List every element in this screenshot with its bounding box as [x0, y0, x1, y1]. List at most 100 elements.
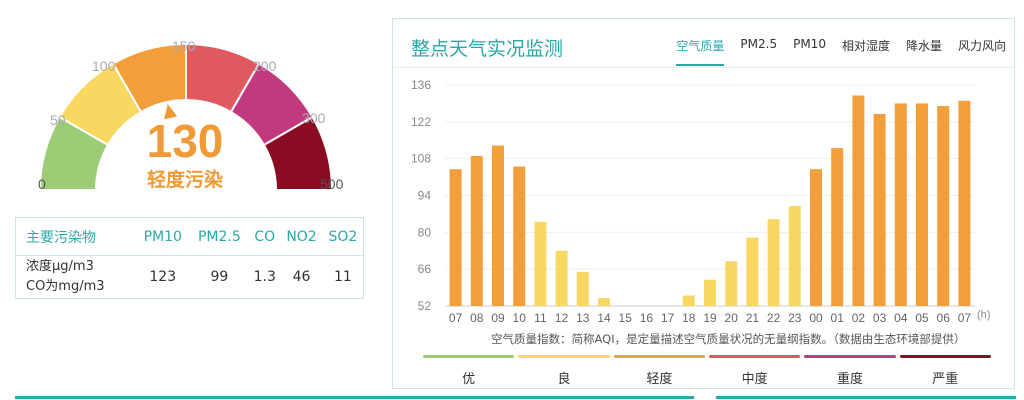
- hourly-monitor-panel: 整点天气实况监测 空气质量 PM2.5 PM10 相对湿度 降水量 风力风向 5…: [392, 18, 1015, 389]
- legend-bar-excellent: [423, 355, 515, 358]
- bar-23[interactable]: [937, 106, 950, 306]
- bar-6[interactable]: [576, 271, 589, 306]
- legend-bar-good: [518, 355, 610, 358]
- aqi-value: 130: [146, 115, 224, 167]
- tab-pm10[interactable]: PM10: [793, 37, 826, 51]
- legend-bar-moderate: [708, 355, 801, 358]
- metric-tabs: 空气质量 PM2.5 PM10 相对湿度 降水量 风力风向: [660, 37, 1006, 66]
- bar-17[interactable]: [810, 169, 822, 306]
- bar-12[interactable]: [704, 279, 716, 306]
- gauge-segment-severe: [262, 115, 334, 191]
- aqi-level: 轻度污染: [146, 169, 223, 191]
- legend-label-severe: 严重: [932, 372, 959, 387]
- pollutant-header-pm10: PM10: [136, 218, 190, 256]
- x-tick-label: 14: [597, 311, 611, 325]
- bar-18[interactable]: [831, 148, 844, 306]
- x-tick-label: 02: [852, 311, 866, 325]
- x-tick-label: 10: [513, 311, 527, 325]
- legend-label-moderate: 中度: [741, 372, 768, 387]
- so2-value: 11: [333, 269, 352, 285]
- x-tick-label: 12: [555, 311, 569, 325]
- legend-label-excellent: 优: [462, 372, 476, 387]
- bar-4[interactable]: [534, 221, 547, 306]
- y-tick-label: 136: [411, 78, 431, 92]
- bar-3[interactable]: [513, 166, 526, 306]
- legend-item-moderate: 中度: [708, 355, 801, 387]
- x-tick-label: 03: [873, 311, 887, 325]
- tab-wind[interactable]: 风力风向: [957, 39, 1006, 53]
- x-tick-label: 06: [937, 311, 951, 325]
- pm25-value: 99: [210, 269, 229, 285]
- pollutant-header-so2: SO2: [322, 218, 363, 256]
- x-tick-label: 21: [746, 311, 760, 325]
- gauge-tick-300: 300: [302, 110, 326, 126]
- bar-24[interactable]: [958, 100, 971, 307]
- bar-2[interactable]: [492, 145, 504, 306]
- bar-1[interactable]: [470, 156, 483, 306]
- bar-16[interactable]: [788, 206, 801, 306]
- legend-bar-light: [613, 355, 705, 358]
- y-tick-label: 66: [418, 262, 432, 276]
- legend-bar-heavy: [804, 355, 896, 358]
- y-tick-label: 108: [411, 152, 431, 166]
- gauge-arc-chart: [38, 42, 334, 191]
- pollutant-header-row: 主要污染物 PM10 PM2.5 CO NO2 SO2: [16, 218, 363, 256]
- gauge-pointer: [164, 103, 178, 120]
- bar-0[interactable]: [449, 169, 462, 306]
- gauge-tick-50: 50: [50, 112, 66, 128]
- legend-item-heavy: 重度: [804, 355, 896, 387]
- gauge-tick-0: 0: [38, 176, 46, 192]
- x-tick-label: 11: [534, 311, 547, 325]
- pollutant-header-pm25: PM2.5: [189, 218, 250, 256]
- x-tick-label: 13: [576, 311, 590, 325]
- y-tick-label: 94: [418, 189, 432, 203]
- x-tick-label: 23: [788, 311, 802, 325]
- no2-value: 46: [292, 269, 311, 285]
- aqi-bar-chart: 52 66 80 94 108 122 136 07 08 09 10 11 12 13 14 15 16 17 1…: [411, 78, 990, 325]
- aqi-legend: 优 良 轻度 中度 重度 严重: [421, 355, 993, 387]
- x-tick-label: 08: [470, 311, 484, 325]
- unit-line-2: CO为mg/m3: [26, 279, 105, 294]
- x-tick-label: 00: [809, 311, 823, 325]
- pollutant-header-main: 主要污染物: [16, 218, 136, 256]
- x-tick-label: 20: [725, 311, 739, 325]
- x-tick-label: 07: [958, 311, 972, 325]
- bottom-accent-line-right: [716, 396, 1016, 399]
- bar-15[interactable]: [767, 219, 780, 306]
- co-value: 1.3: [253, 269, 276, 285]
- legend-item-light: 轻度: [613, 355, 705, 387]
- bar-14[interactable]: [746, 237, 759, 306]
- bar-7[interactable]: [598, 298, 610, 306]
- tab-precipitation[interactable]: 降水量: [905, 39, 942, 53]
- pm10-value: 123: [149, 269, 177, 285]
- gauge-tick-150: 150: [172, 38, 196, 54]
- gauge-tick-200: 200: [253, 58, 277, 74]
- legend-label-good: 良: [557, 372, 571, 387]
- y-tick-label: 52: [418, 299, 432, 313]
- legend-label-heavy: 重度: [836, 372, 863, 387]
- y-tick-label: 80: [418, 225, 432, 239]
- x-tick-label: 19: [703, 311, 717, 325]
- panel-title: 整点天气实况监测: [411, 38, 564, 60]
- bar-11[interactable]: [682, 295, 695, 306]
- pollutant-value-row: 浓度μg/m3 CO为mg/m3 123 99 1.3 46 11: [16, 256, 363, 299]
- bar-20[interactable]: [873, 113, 886, 306]
- legend-item-severe: 严重: [899, 355, 991, 387]
- tab-pm25[interactable]: PM2.5: [740, 37, 778, 51]
- legend-item-good: 良: [518, 355, 610, 387]
- bar-5[interactable]: [555, 250, 568, 306]
- pollutant-table: 主要污染物 PM10 PM2.5 CO NO2 SO2 浓度μg/m3 CO为m…: [15, 217, 364, 299]
- legend-label-light: 轻度: [646, 372, 673, 387]
- x-tick-label: 01: [831, 311, 845, 325]
- legend-bar-severe: [899, 355, 991, 358]
- tab-humidity[interactable]: 相对湿度: [841, 39, 890, 53]
- x-tick-label: 22: [767, 311, 781, 325]
- bar-22[interactable]: [916, 103, 928, 307]
- bar-13[interactable]: [725, 261, 738, 306]
- tab-air-quality[interactable]: 空气质量: [676, 37, 725, 66]
- unit-line-1: 浓度μg/m3: [26, 259, 94, 274]
- y-tick-label: 122: [411, 115, 431, 129]
- bar-21[interactable]: [894, 103, 907, 307]
- bar-19[interactable]: [852, 95, 865, 307]
- x-tick-label: 17: [661, 311, 675, 325]
